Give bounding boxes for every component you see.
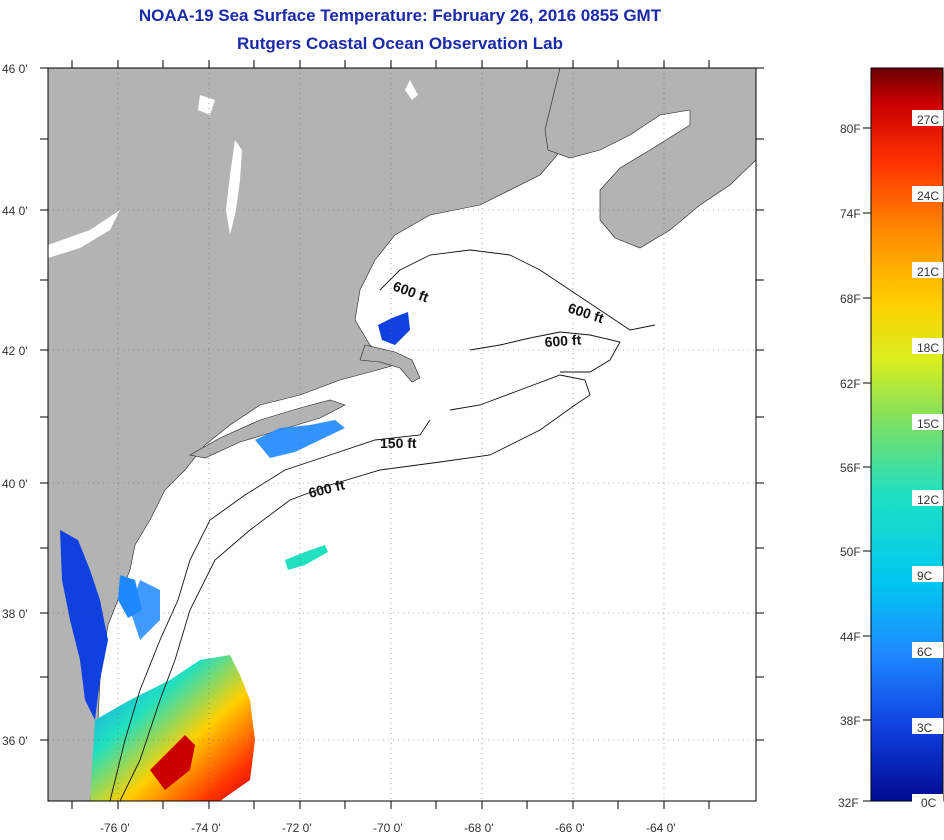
colorbar-c-label: 9C	[917, 569, 933, 583]
graticule	[48, 68, 756, 801]
lat-label: 36 0'	[2, 734, 28, 748]
colorbar-c-label: 24C	[917, 189, 939, 203]
lon-label: -70 0'	[373, 821, 403, 835]
c-label-bg	[912, 794, 943, 810]
lake-moosehead	[405, 80, 418, 100]
colorbar-ticks	[863, 127, 871, 802]
depth-label: 150 ft	[380, 435, 417, 451]
axis-ticks	[40, 60, 764, 809]
colorbar-c-label: 27C	[917, 113, 939, 127]
map-frame	[47, 67, 757, 802]
sst-patch-gulfstream	[150, 735, 195, 790]
lat-label: 42 0'	[2, 344, 28, 358]
c-label-bg	[912, 186, 943, 202]
colorbar-f-label: 74F	[840, 207, 861, 221]
c-label-bg	[912, 642, 943, 658]
c-label-bg	[912, 414, 943, 430]
lat-label: 46 0'	[2, 62, 28, 76]
colorbar	[870, 67, 944, 802]
c-label-bg	[912, 110, 943, 126]
contour-600ft-georges	[469, 331, 621, 373]
contour-600ft-shelf-break	[119, 374, 591, 801]
sst-patch-mid-shelf	[285, 545, 328, 570]
lon-label: -68 0'	[464, 821, 494, 835]
colorbar-c-label: 15C	[917, 417, 939, 431]
chesapeake-bay	[60, 530, 108, 720]
lake-winnipesaukee	[198, 95, 215, 115]
c-label-bg	[912, 490, 943, 506]
lon-label: -72 0'	[282, 821, 312, 835]
land-long-island	[189, 399, 346, 459]
colorbar-c-label: 18C	[917, 341, 939, 355]
colorbar-f-label: 62F	[840, 377, 861, 391]
lon-label: -76 0'	[100, 821, 130, 835]
c-label-bg	[912, 718, 943, 734]
sst-patch-cape-cod-bay	[378, 312, 410, 345]
lon-label: -74 0'	[191, 821, 221, 835]
contour-150ft	[109, 419, 431, 801]
depth-label: 600 ft	[544, 331, 582, 350]
colorbar-c-label: 3C	[917, 721, 933, 735]
c-label-bg	[912, 262, 943, 278]
colorbar-f-label: 44F	[840, 630, 861, 644]
land-cape-cod	[359, 344, 421, 383]
colorbar-f-label: 38F	[840, 714, 861, 728]
lat-label: 44 0'	[2, 204, 28, 218]
lon-label: -64 0'	[646, 821, 676, 835]
c-label-bg	[912, 566, 943, 582]
colorbar-f-label: 80F	[840, 122, 861, 136]
colorbar-f-label: 32F	[838, 796, 859, 810]
colorbar-f-label: 50F	[840, 545, 861, 559]
colorbar-c-label: 6C	[917, 645, 933, 659]
colorbar-c-label: 0C	[921, 796, 937, 810]
colorbar-f-label: 68F	[840, 292, 861, 306]
land-maritimes	[544, 68, 756, 249]
colorbar-c-label: 21C	[917, 265, 939, 279]
lat-label: 38 0'	[2, 607, 28, 621]
lon-label: -66 0'	[555, 821, 585, 835]
sst-patch-virginia	[90, 655, 255, 801]
map-title: NOAA-19 Sea Surface Temperature: Februar…	[138, 6, 662, 25]
lat-label: 40 0'	[2, 477, 28, 491]
colorbar-c-label: 12C	[917, 493, 939, 507]
contour-600ft-gulf-maine	[379, 249, 656, 331]
colorbar-f-label: 56F	[840, 461, 861, 475]
map-subtitle: Rutgers Coastal Ocean Observation Lab	[237, 34, 563, 53]
lake-ontario-edge	[48, 210, 120, 258]
lake-champlain	[226, 140, 242, 235]
sst-patch-outer-delmarva	[130, 580, 160, 640]
c-label-bg	[912, 338, 943, 354]
